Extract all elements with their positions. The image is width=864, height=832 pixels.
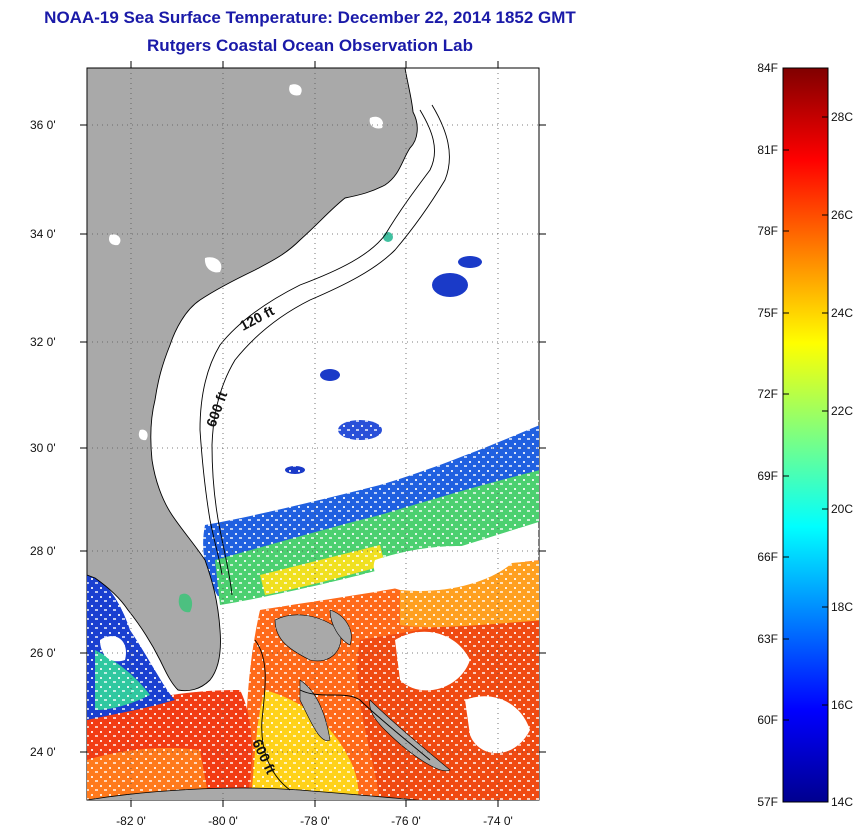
colorbar-f-labels: 84F 81F 78F 75F 72F 69F 66F 63F 60F 57F (757, 61, 778, 809)
us-landmass (87, 68, 418, 692)
colorbar-c-labels: 28C 26C 24C 22C 20C 18C 16C 14C (831, 110, 853, 809)
colorbar-gradient (782, 67, 829, 803)
lat-label: 28 0' (30, 544, 56, 558)
lat-label: 24 0' (30, 745, 56, 759)
lon-label: -80 0' (208, 814, 238, 828)
lat-label: 34 0' (30, 227, 56, 241)
colorbar-f-label: 78F (757, 224, 778, 238)
bahamas-island (329, 609, 352, 646)
bahamas-island (299, 679, 331, 741)
colorbar-f-label: 81F (757, 143, 778, 157)
sst-patch (432, 273, 468, 297)
bahamas-bank (274, 614, 342, 662)
lon-label: -82 0' (116, 814, 146, 828)
cloud-patch (100, 636, 126, 662)
lon-label: -78 0' (300, 814, 330, 828)
title-line-2: Rutgers Coastal Ocean Observation Lab (147, 36, 473, 55)
lon-label: -74 0' (483, 814, 513, 828)
colorbar-c-label: 22C (831, 404, 853, 418)
cloud-patch (395, 631, 470, 691)
contour-bahamas (254, 639, 431, 791)
colorbar-f-label: 69F (757, 469, 778, 483)
lat-label: 36 0' (30, 118, 56, 132)
colorbar-c-label: 28C (831, 110, 853, 124)
colorbar-c-label: 18C (831, 600, 853, 614)
colorbar-f-ticks (783, 67, 789, 803)
colorbar: 84F 81F 78F 75F 72F 69F 66F 63F 60F 57F … (757, 61, 853, 809)
sst-patch (383, 232, 393, 242)
colorbar-f-label: 66F (757, 550, 778, 564)
colorbar-c-label: 24C (831, 306, 853, 320)
sst-patch (458, 256, 482, 268)
colorbar-c-label: 14C (831, 795, 853, 809)
cloud-patch (373, 545, 520, 591)
colorbar-c-label: 26C (831, 208, 853, 222)
contour-600ft (211, 104, 450, 596)
lat-label: 32 0' (30, 335, 56, 349)
lat-label: 26 0' (30, 646, 56, 660)
bahamas-island (369, 699, 451, 772)
colorbar-f-label: 75F (757, 306, 778, 320)
colorbar-c-label: 16C (831, 698, 853, 712)
colorbar-c-ticks (822, 116, 828, 803)
depth-contours (199, 104, 450, 791)
lon-label: -76 0' (391, 814, 421, 828)
frame-ticks (80, 61, 546, 807)
colorbar-f-label: 57F (757, 795, 778, 809)
map-title: NOAA-19 Sea Surface Temperature: Decembe… (0, 4, 620, 60)
cuba (87, 787, 422, 800)
colorbar-c-label: 20C (831, 502, 853, 516)
longitude-labels: -82 0' -80 0' -78 0' -76 0' -74 0' (116, 814, 513, 828)
inland-water (108, 84, 384, 613)
map-gridlines (87, 68, 539, 800)
bahamas (274, 609, 451, 772)
colorbar-f-label: 60F (757, 713, 778, 727)
lat-label: 30 0' (30, 441, 56, 455)
colorbar-f-label: 72F (757, 387, 778, 401)
title-line-1: NOAA-19 Sea Surface Temperature: Decembe… (44, 8, 576, 27)
latitude-labels: 36 0' 34 0' 32 0' 30 0' 28 0' 26 0' 24 0… (30, 118, 56, 759)
sst-patch (320, 369, 340, 381)
cloud-patch (465, 696, 530, 754)
colorbar-f-label: 63F (757, 632, 778, 646)
colorbar-f-label: 84F (757, 61, 778, 75)
contour-120ft (199, 109, 435, 576)
